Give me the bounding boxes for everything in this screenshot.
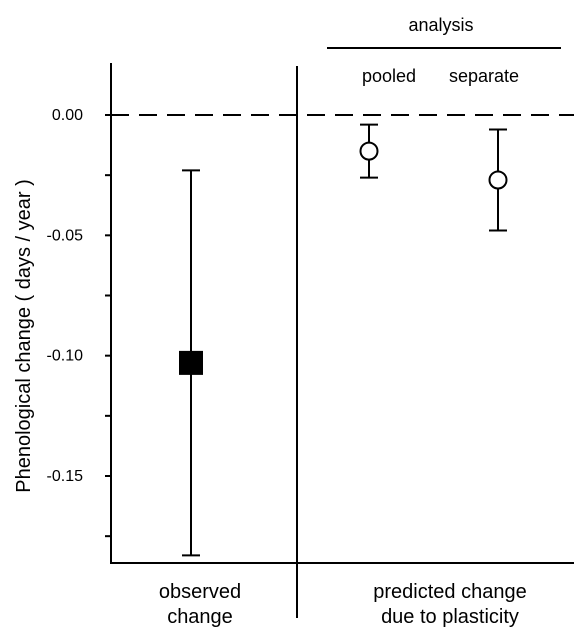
y-tick-label: -0.15 <box>47 468 84 485</box>
category-label-predicted-line2: due to plasticity <box>381 606 519 628</box>
category-label-observed-line2: change <box>167 606 233 628</box>
point-marker-circle <box>488 170 508 190</box>
y-tick-label: 0.00 <box>52 107 83 124</box>
y-ticks: 0.00 -0.05 -0.10 -0.15 <box>47 107 111 538</box>
point-marker-circle <box>359 141 379 161</box>
group-header: analysis <box>408 15 473 35</box>
y-tick-label: -0.10 <box>47 348 84 365</box>
data-marks: pooled separate <box>111 66 574 557</box>
y-axis-label: Phenological change ( days / year ) <box>13 179 35 493</box>
category-label-predicted-line1: predicted change <box>373 581 526 603</box>
point-label: pooled <box>362 66 416 86</box>
category-label-observed-line1: observed <box>159 581 241 603</box>
point-marker-square <box>179 350 203 375</box>
point-label: separate <box>449 66 519 86</box>
y-tick-label: -0.05 <box>47 227 84 244</box>
